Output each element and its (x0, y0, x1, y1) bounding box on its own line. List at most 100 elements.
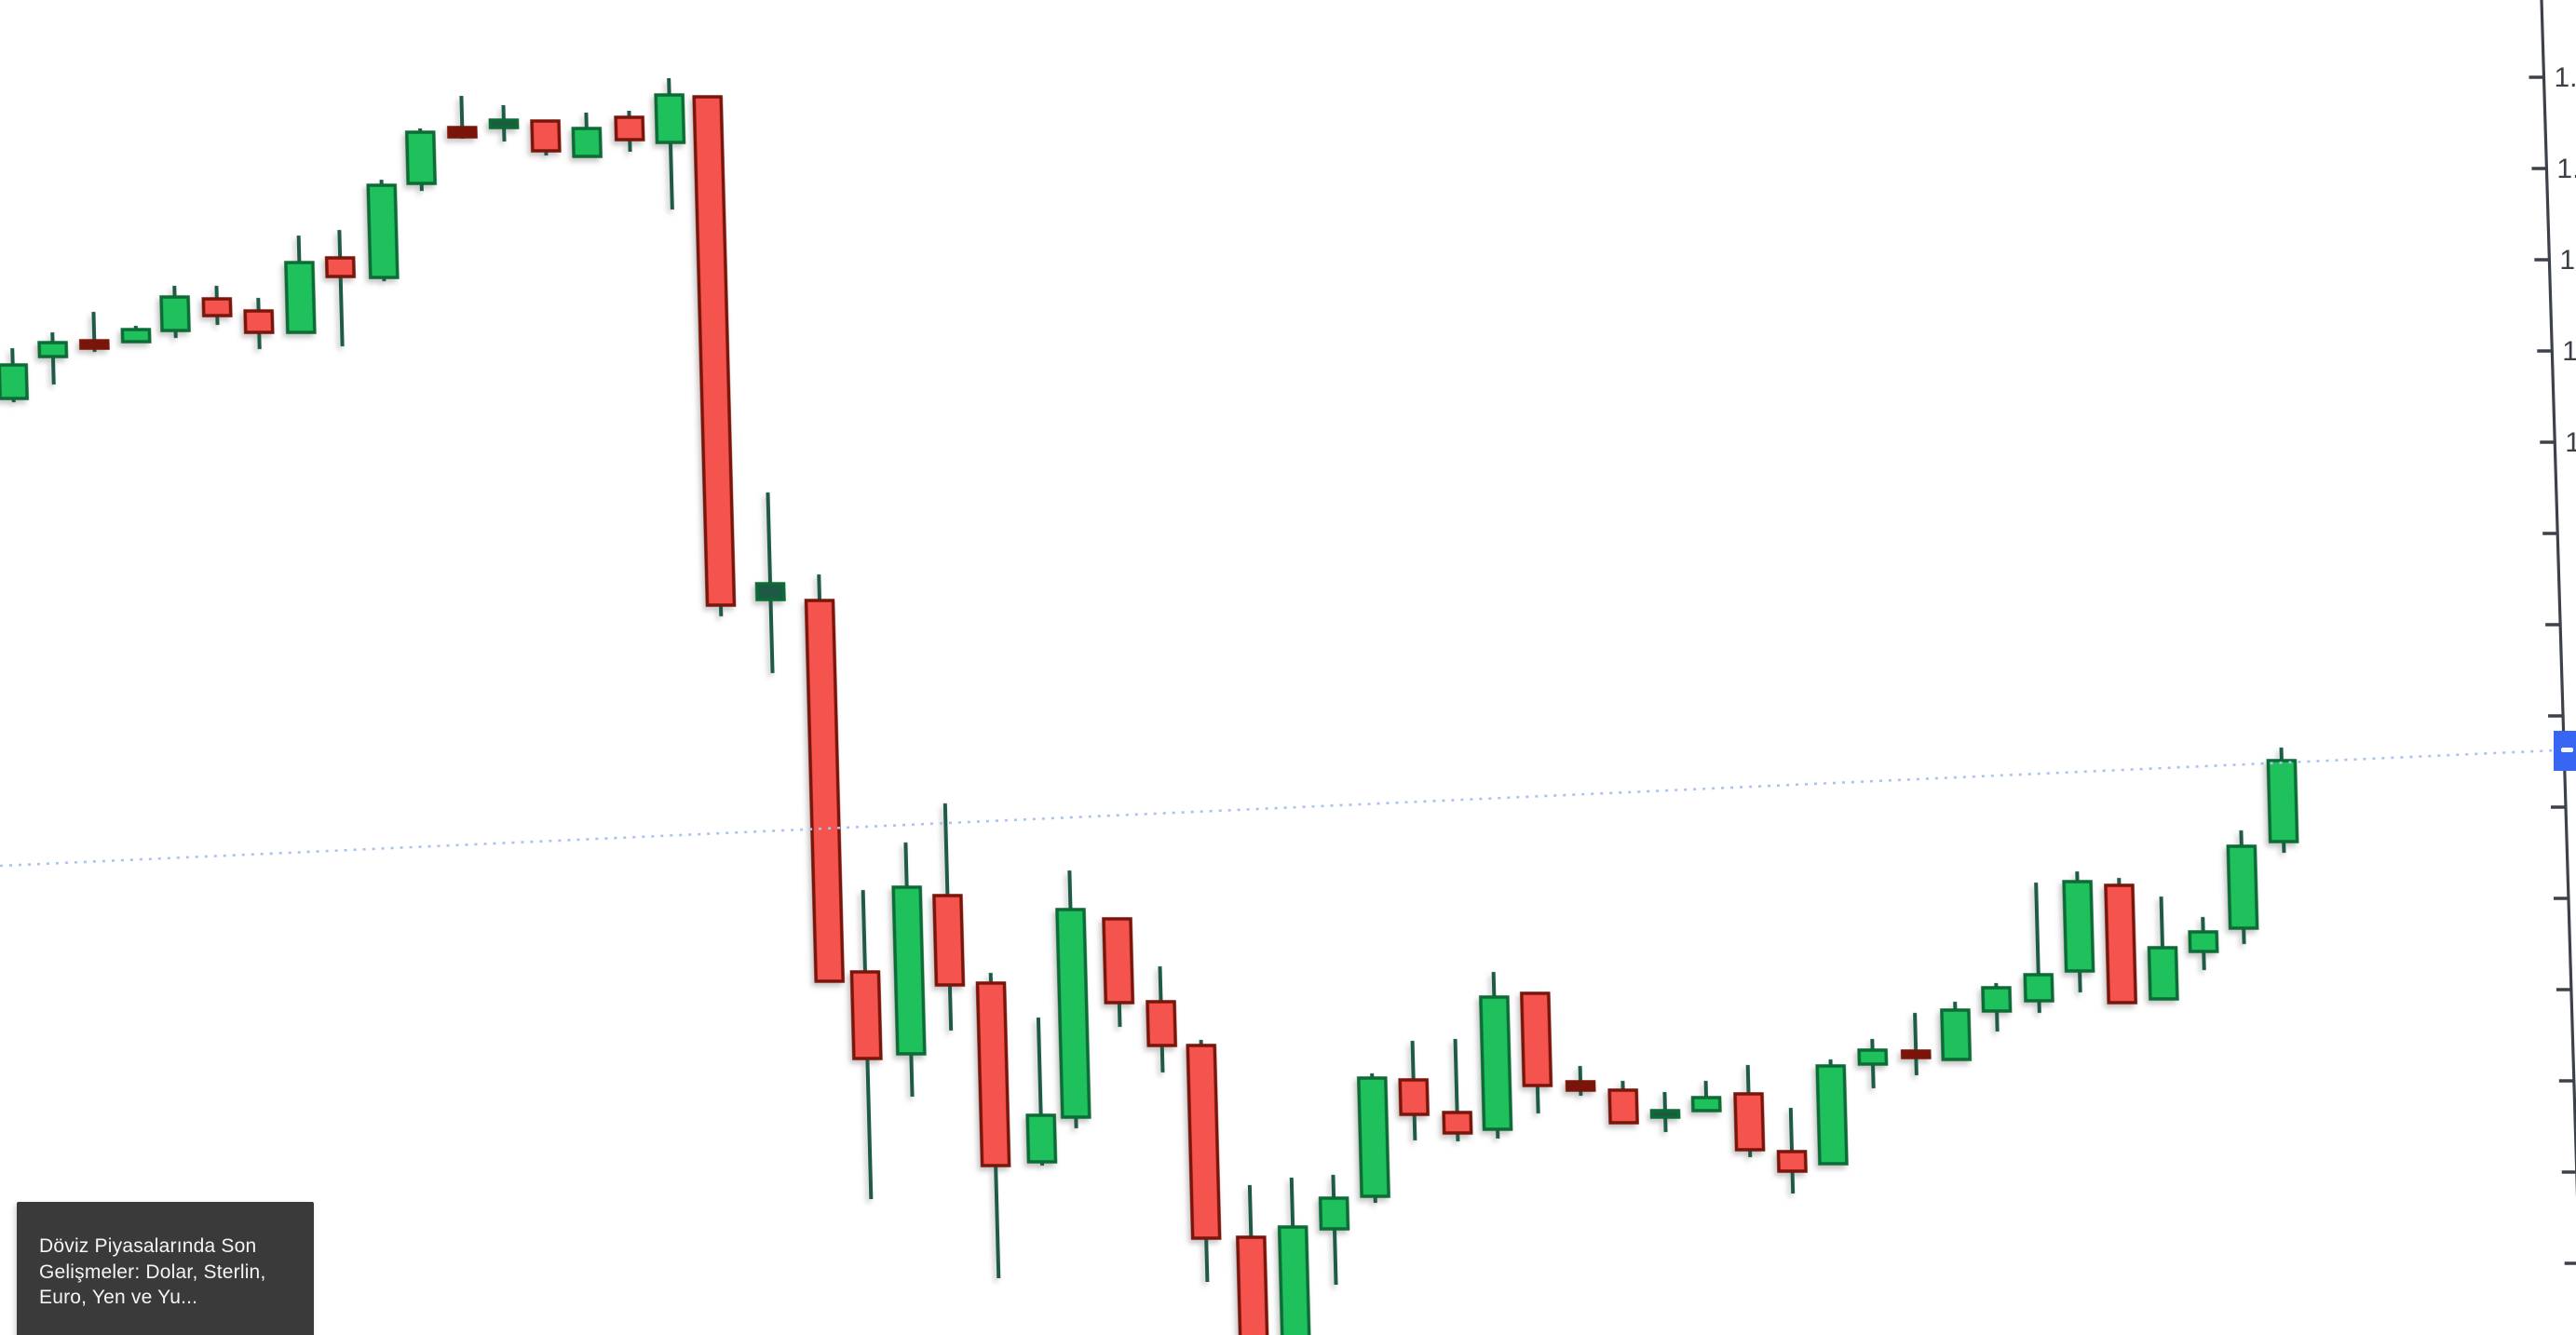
candle-body (366, 183, 400, 279)
candle-up[interactable] (1055, 870, 1091, 1128)
candle-down[interactable] (446, 96, 478, 139)
candle-up[interactable] (404, 128, 437, 191)
candle-up[interactable] (571, 113, 603, 158)
candle-down[interactable] (849, 890, 885, 1199)
candle-up[interactable] (2147, 897, 2179, 1001)
candle-down[interactable] (614, 111, 645, 152)
candle-down[interactable] (1186, 1040, 1222, 1282)
news-headline-line: Döviz Piyasalarında Son (39, 1235, 257, 1257)
candle-up[interactable] (159, 286, 191, 338)
price-trend-line[interactable] (0, 748, 2576, 868)
candle-body (891, 885, 927, 1056)
candle-body (284, 261, 317, 334)
candle-body (1815, 1064, 1849, 1166)
candle-up[interactable] (891, 843, 927, 1097)
candle-body (975, 981, 1011, 1167)
candle-up[interactable] (37, 332, 69, 384)
candle-up[interactable] (1318, 1175, 1350, 1285)
candle-body (654, 93, 686, 144)
news-headline-line: Gelişmeler: Dolar, Sterlin, (39, 1261, 266, 1283)
candle-up[interactable] (1857, 1039, 1889, 1088)
candle-down[interactable] (324, 230, 356, 346)
candle-down[interactable] (1398, 1041, 1430, 1140)
candle-up[interactable] (2188, 917, 2219, 970)
candle-up[interactable] (284, 236, 317, 334)
candle-up[interactable] (2062, 871, 2095, 992)
candle-body (1442, 1111, 1473, 1135)
candle-body (1277, 1225, 1311, 1335)
candle-body (159, 295, 191, 332)
candle-down[interactable] (1900, 1013, 1932, 1075)
candle-up[interactable] (1277, 1178, 1311, 1335)
candle-down[interactable] (1520, 991, 1553, 1113)
candle-body (1102, 917, 1135, 1005)
candle-body (78, 339, 110, 350)
candle-body (614, 115, 645, 142)
candle-up[interactable] (654, 78, 686, 209)
candle-down[interactable] (1565, 1066, 1596, 1096)
candle-down[interactable] (1733, 1065, 1766, 1157)
candle-up[interactable] (2226, 830, 2259, 944)
candle-up[interactable] (1649, 1092, 1681, 1132)
candle-body (804, 599, 846, 983)
last-price-tag-text-clipped (2561, 748, 2573, 752)
candle-up[interactable] (754, 492, 786, 673)
candle-down[interactable] (530, 119, 562, 155)
candle-body (1776, 1150, 1808, 1173)
candle-up[interactable] (1479, 972, 1513, 1139)
candle-down[interactable] (804, 574, 846, 983)
candle-up[interactable] (1690, 1081, 1722, 1112)
candle-down[interactable] (1442, 1039, 1473, 1141)
candle-body (1055, 908, 1091, 1119)
candle-wick (50, 332, 56, 384)
candle-body (571, 127, 603, 158)
candle-body (1607, 1088, 1639, 1125)
candle-up[interactable] (1940, 1002, 1973, 1061)
candle-down[interactable] (692, 95, 737, 616)
candle-up[interactable] (1815, 1059, 1849, 1166)
candle-body (2188, 930, 2219, 953)
price-axis-line (2540, 0, 2576, 1199)
candle-up[interactable] (0, 348, 29, 402)
candle-down[interactable] (243, 298, 275, 349)
candle-body (932, 894, 966, 987)
candle-body (2226, 844, 2259, 930)
candle-down[interactable] (1607, 1081, 1639, 1125)
candle-body (1318, 1196, 1350, 1231)
candle-body (1940, 1008, 1973, 1061)
candle-body (324, 256, 356, 278)
candle-down[interactable] (2104, 878, 2138, 1005)
candle-down[interactable] (1146, 966, 1178, 1072)
candle-body (1398, 1078, 1430, 1116)
candle-body (2023, 973, 2054, 1003)
candle-down[interactable] (201, 286, 233, 325)
price-axis[interactable]: 1. 1. 1 1 1 (2529, 0, 2576, 1335)
candle-up[interactable] (2023, 883, 2054, 1013)
candle-down[interactable] (931, 803, 966, 1031)
candle-body (849, 970, 883, 1060)
candle-down[interactable] (975, 973, 1012, 1278)
candle-up[interactable] (120, 326, 152, 344)
candle-body (1025, 1113, 1058, 1164)
candle-up[interactable] (1357, 1073, 1390, 1203)
candle-up[interactable] (1024, 1018, 1058, 1166)
candle-up[interactable] (488, 105, 520, 142)
candle-up[interactable] (2266, 748, 2299, 853)
axis-tick-label: 1 (2562, 336, 2576, 367)
candle-body (692, 95, 737, 607)
candle-down[interactable] (1236, 1185, 1269, 1335)
candles-layer[interactable] (0, 78, 2299, 1335)
candle-up[interactable] (366, 180, 400, 281)
candle-wick (337, 230, 345, 346)
candle-body (1479, 995, 1513, 1131)
candle-down[interactable] (1102, 917, 1135, 1027)
candle-body (0, 363, 29, 400)
candle-body (754, 582, 786, 601)
candle-down[interactable] (78, 312, 110, 352)
candle-up[interactable] (1981, 983, 2013, 1032)
candle-body (2266, 759, 2299, 843)
candle-body (446, 126, 478, 139)
candle-down[interactable] (1776, 1108, 1808, 1193)
